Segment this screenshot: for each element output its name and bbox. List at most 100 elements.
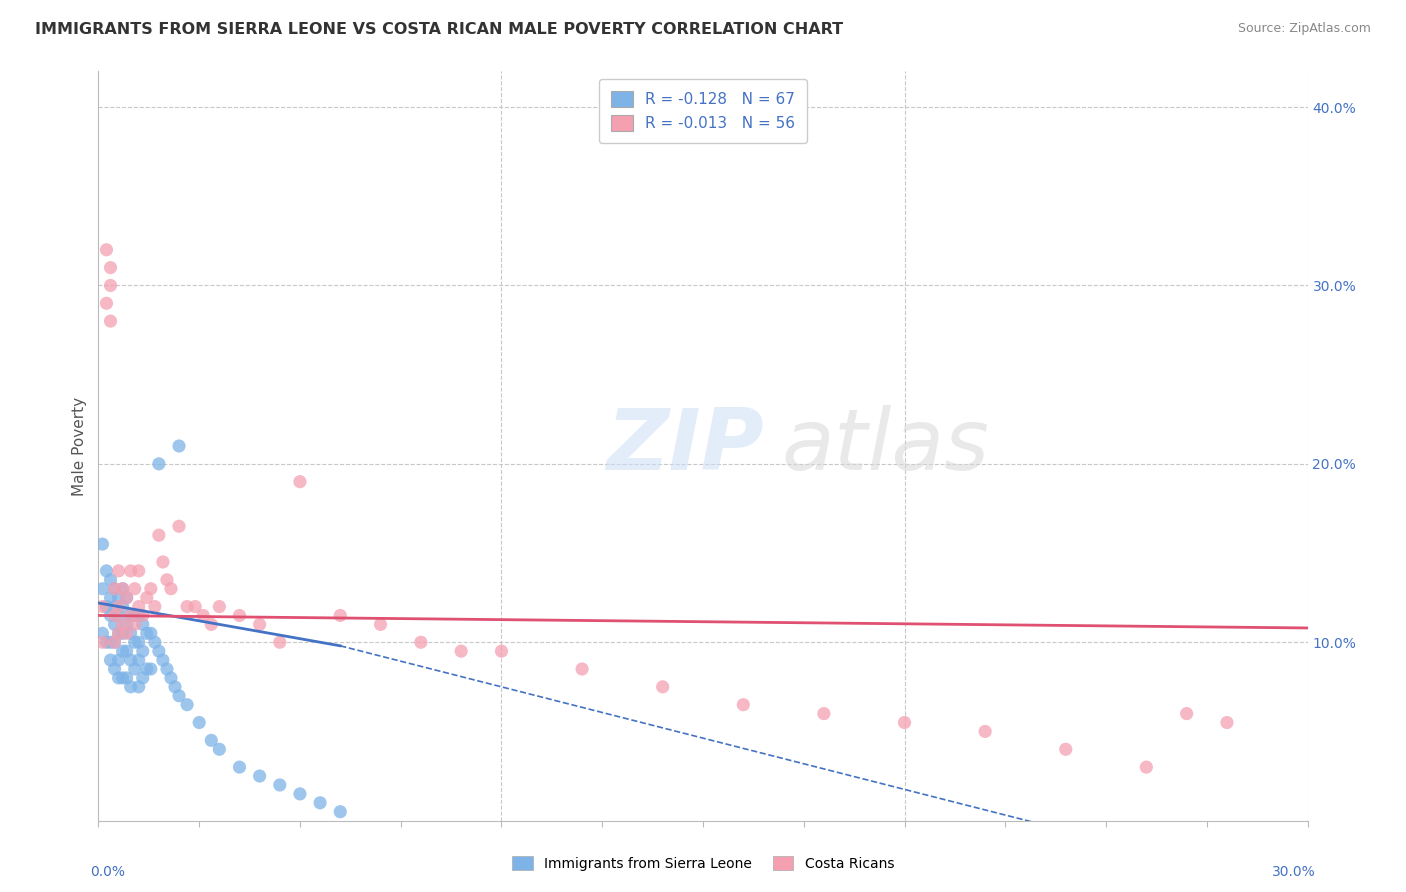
Point: [893, 715, 915, 730]
Point: [571, 662, 593, 676]
Point: [103, 608, 125, 623]
Point: [124, 582, 146, 596]
Point: [100, 653, 122, 667]
Point: [103, 599, 125, 614]
Point: [132, 617, 155, 632]
Point: [184, 599, 207, 614]
Point: [1216, 715, 1239, 730]
Point: [100, 591, 122, 605]
Point: [111, 644, 134, 658]
Point: [115, 626, 138, 640]
Point: [139, 662, 162, 676]
Point: [107, 591, 129, 605]
Point: [103, 582, 125, 596]
Point: [135, 662, 157, 676]
Point: [124, 608, 146, 623]
Point: [288, 475, 311, 489]
Point: [100, 635, 122, 649]
Point: [249, 769, 271, 783]
Point: [135, 626, 157, 640]
Legend: Immigrants from Sierra Leone, Costa Ricans: Immigrants from Sierra Leone, Costa Rica…: [506, 850, 900, 876]
Point: [96, 599, 118, 614]
Point: [152, 653, 174, 667]
Point: [103, 635, 125, 649]
Point: [491, 644, 513, 658]
Point: [329, 805, 352, 819]
Point: [167, 689, 190, 703]
Point: [111, 671, 134, 685]
Point: [91, 635, 114, 649]
Point: [148, 457, 170, 471]
Point: [163, 680, 186, 694]
Point: [200, 733, 222, 747]
Point: [91, 599, 114, 614]
Point: [269, 635, 291, 649]
Point: [100, 608, 122, 623]
Point: [96, 564, 118, 578]
Point: [143, 635, 166, 649]
Point: [288, 787, 311, 801]
Point: [228, 760, 250, 774]
Point: [107, 626, 129, 640]
Point: [111, 626, 134, 640]
Point: [135, 591, 157, 605]
Point: [103, 617, 125, 632]
Point: [128, 608, 150, 623]
Point: [103, 635, 125, 649]
Point: [188, 715, 211, 730]
Point: [96, 635, 118, 649]
Point: [115, 591, 138, 605]
Point: [139, 626, 162, 640]
Text: atlas: atlas: [782, 404, 990, 488]
Legend: R = -0.128   N = 67, R = -0.013   N = 56: R = -0.128 N = 67, R = -0.013 N = 56: [599, 79, 807, 143]
Point: [103, 662, 125, 676]
Point: [370, 617, 392, 632]
Text: ZIP: ZIP: [606, 404, 763, 488]
Point: [124, 617, 146, 632]
Point: [208, 742, 231, 756]
Point: [733, 698, 755, 712]
Point: [91, 537, 114, 551]
Point: [111, 599, 134, 614]
Point: [115, 617, 138, 632]
Point: [128, 680, 150, 694]
Point: [160, 582, 183, 596]
Point: [132, 608, 155, 623]
Point: [156, 573, 179, 587]
Point: [176, 698, 198, 712]
Point: [128, 564, 150, 578]
Point: [120, 680, 142, 694]
Point: [96, 243, 118, 257]
Point: [167, 439, 190, 453]
Point: [148, 528, 170, 542]
Point: [228, 608, 250, 623]
Point: [128, 653, 150, 667]
Point: [100, 573, 122, 587]
Point: [124, 662, 146, 676]
Y-axis label: Male Poverty: Male Poverty: [72, 396, 87, 496]
Point: [100, 260, 122, 275]
Point: [107, 564, 129, 578]
Point: [1135, 760, 1157, 774]
Point: [103, 582, 125, 596]
Point: [128, 599, 150, 614]
Point: [193, 608, 215, 623]
Point: [176, 599, 198, 614]
Point: [249, 617, 271, 632]
Point: [120, 564, 142, 578]
Point: [128, 635, 150, 649]
Point: [269, 778, 291, 792]
Point: [167, 519, 190, 533]
Point: [107, 608, 129, 623]
Point: [96, 296, 118, 310]
Point: [152, 555, 174, 569]
Point: [139, 582, 162, 596]
Point: [115, 671, 138, 685]
Point: [107, 626, 129, 640]
Point: [100, 278, 122, 293]
Point: [132, 671, 155, 685]
Text: IMMIGRANTS FROM SIERRA LEONE VS COSTA RICAN MALE POVERTY CORRELATION CHART: IMMIGRANTS FROM SIERRA LEONE VS COSTA RI…: [35, 22, 844, 37]
Point: [143, 599, 166, 614]
Point: [91, 582, 114, 596]
Point: [115, 644, 138, 658]
